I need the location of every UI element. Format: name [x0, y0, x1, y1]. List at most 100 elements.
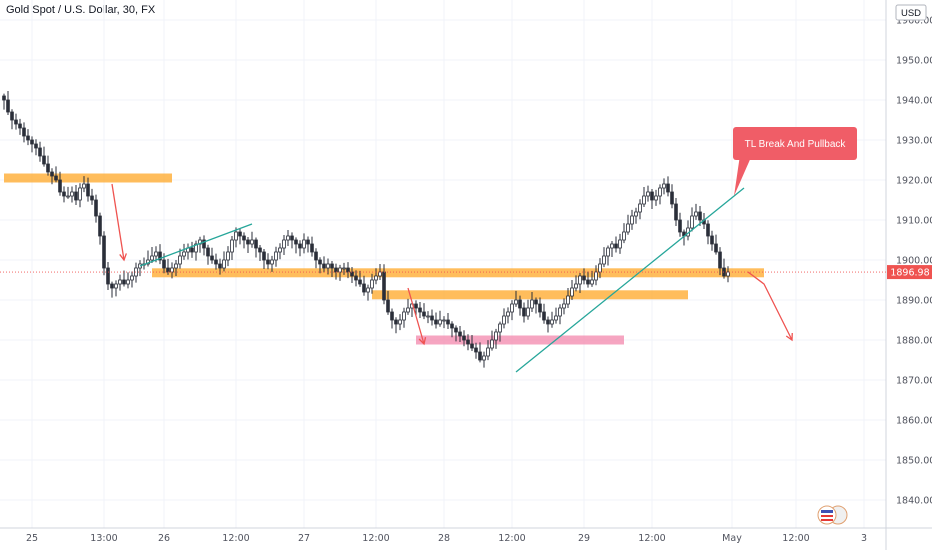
candle-body	[6, 99, 10, 113]
x-tick-label: 25	[26, 533, 38, 544]
candle-body	[490, 339, 494, 349]
candle-body	[558, 307, 562, 317]
candle-body	[586, 279, 590, 285]
y-tick-label: 1930.00	[896, 136, 932, 147]
candle-body	[182, 251, 186, 257]
candle-body	[94, 199, 98, 217]
currency-badge[interactable]: USD	[895, 4, 927, 21]
candle-body	[666, 183, 670, 193]
zone-orange	[372, 290, 688, 300]
candle-body	[430, 315, 434, 321]
candle-body	[274, 251, 278, 261]
current-price-line: 1896.98	[0, 265, 932, 280]
candles	[2, 90, 730, 368]
candle-body	[582, 275, 586, 281]
candle-body	[218, 263, 222, 269]
candle-body	[662, 183, 666, 189]
candle-body	[178, 255, 182, 265]
candle-body	[90, 195, 94, 201]
y-tick-label: 1870.00	[896, 376, 932, 387]
candle-body	[362, 283, 366, 293]
candle-body	[422, 311, 426, 317]
candle-body	[298, 243, 302, 249]
candle-body	[234, 231, 238, 241]
candle-body	[170, 267, 174, 273]
candle-body	[206, 247, 210, 257]
candle-body	[690, 215, 694, 229]
candle-body	[162, 259, 166, 269]
candle-body	[310, 243, 314, 253]
x-tick-label: 29	[578, 533, 590, 544]
callout-text: TL Break And Pullback	[745, 139, 847, 150]
candle-body	[638, 203, 642, 213]
candle-body	[678, 219, 682, 233]
flag-icon[interactable]	[817, 505, 848, 525]
candle-body	[394, 319, 398, 325]
candle-body	[658, 187, 662, 197]
arrow-path	[407, 287, 425, 345]
candle-body	[654, 195, 658, 201]
candle-body	[102, 235, 106, 269]
candle-body	[306, 239, 310, 245]
candle-body	[334, 267, 338, 273]
y-tick-label: 1850.00	[896, 456, 932, 467]
y-tick-label: 1890.00	[896, 296, 932, 307]
candle-body	[266, 259, 270, 265]
candle-body	[190, 247, 194, 253]
candle-body	[330, 263, 334, 269]
candle-body	[414, 303, 418, 309]
candle-body	[22, 127, 26, 137]
candle-body	[290, 235, 294, 241]
candle-body	[342, 267, 346, 270]
candle-body	[550, 319, 554, 325]
candle-body	[482, 355, 486, 361]
candle-body	[602, 255, 606, 265]
candle-body	[398, 319, 402, 325]
x-tick-label: 28	[438, 533, 450, 544]
candle-body	[458, 331, 462, 337]
candle-body	[258, 247, 262, 253]
candle-body	[538, 303, 542, 313]
candle-body	[646, 191, 650, 197]
candle-body	[486, 347, 490, 357]
candle-body	[270, 259, 274, 265]
x-tick-label: May	[722, 533, 742, 544]
candle-body	[462, 335, 466, 341]
candle-body	[598, 263, 602, 273]
arrow-path	[111, 183, 125, 261]
candle-body	[34, 143, 38, 149]
candle-body	[606, 247, 610, 257]
candle-body	[278, 247, 282, 253]
candle-body	[386, 299, 390, 313]
zone-pink	[416, 335, 624, 345]
candle-body	[222, 259, 226, 269]
candle-body	[14, 119, 18, 125]
candle-body	[530, 299, 534, 309]
candle-body	[78, 187, 82, 201]
candle-body	[130, 275, 134, 281]
candle-body	[230, 239, 234, 253]
candle-body	[262, 251, 266, 261]
symbol-title: Gold Spot / U.S. Dollar, 30, FX	[6, 4, 156, 16]
candle-body	[18, 123, 22, 129]
candle-body	[166, 267, 170, 273]
svg-text:USD: USD	[901, 8, 921, 19]
candle-body	[522, 307, 526, 317]
y-tick-label: 1840.00	[896, 496, 932, 507]
candle-body	[674, 203, 678, 221]
candle-body	[710, 235, 714, 245]
candle-body	[626, 223, 630, 233]
x-tick-label: 13:00	[90, 533, 117, 544]
price-zones	[4, 173, 764, 345]
candle-body	[346, 267, 350, 273]
candle-body	[442, 319, 446, 322]
candle-body	[474, 347, 478, 353]
candle-body	[98, 215, 102, 237]
candle-body	[326, 263, 330, 269]
candle-body	[210, 255, 214, 261]
candle-body	[114, 283, 118, 289]
candle-body	[642, 195, 646, 205]
x-tick-label: 12:00	[782, 533, 809, 544]
x-tick-label: 12:00	[222, 533, 249, 544]
